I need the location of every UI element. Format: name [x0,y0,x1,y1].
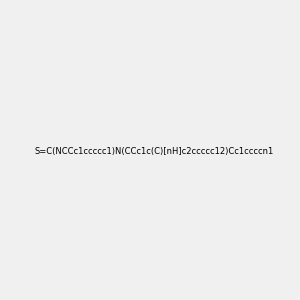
Text: S=C(NCCc1ccccc1)N(CCc1c(C)[nH]c2ccccc12)Cc1ccccn1: S=C(NCCc1ccccc1)N(CCc1c(C)[nH]c2ccccc12)… [34,147,273,156]
